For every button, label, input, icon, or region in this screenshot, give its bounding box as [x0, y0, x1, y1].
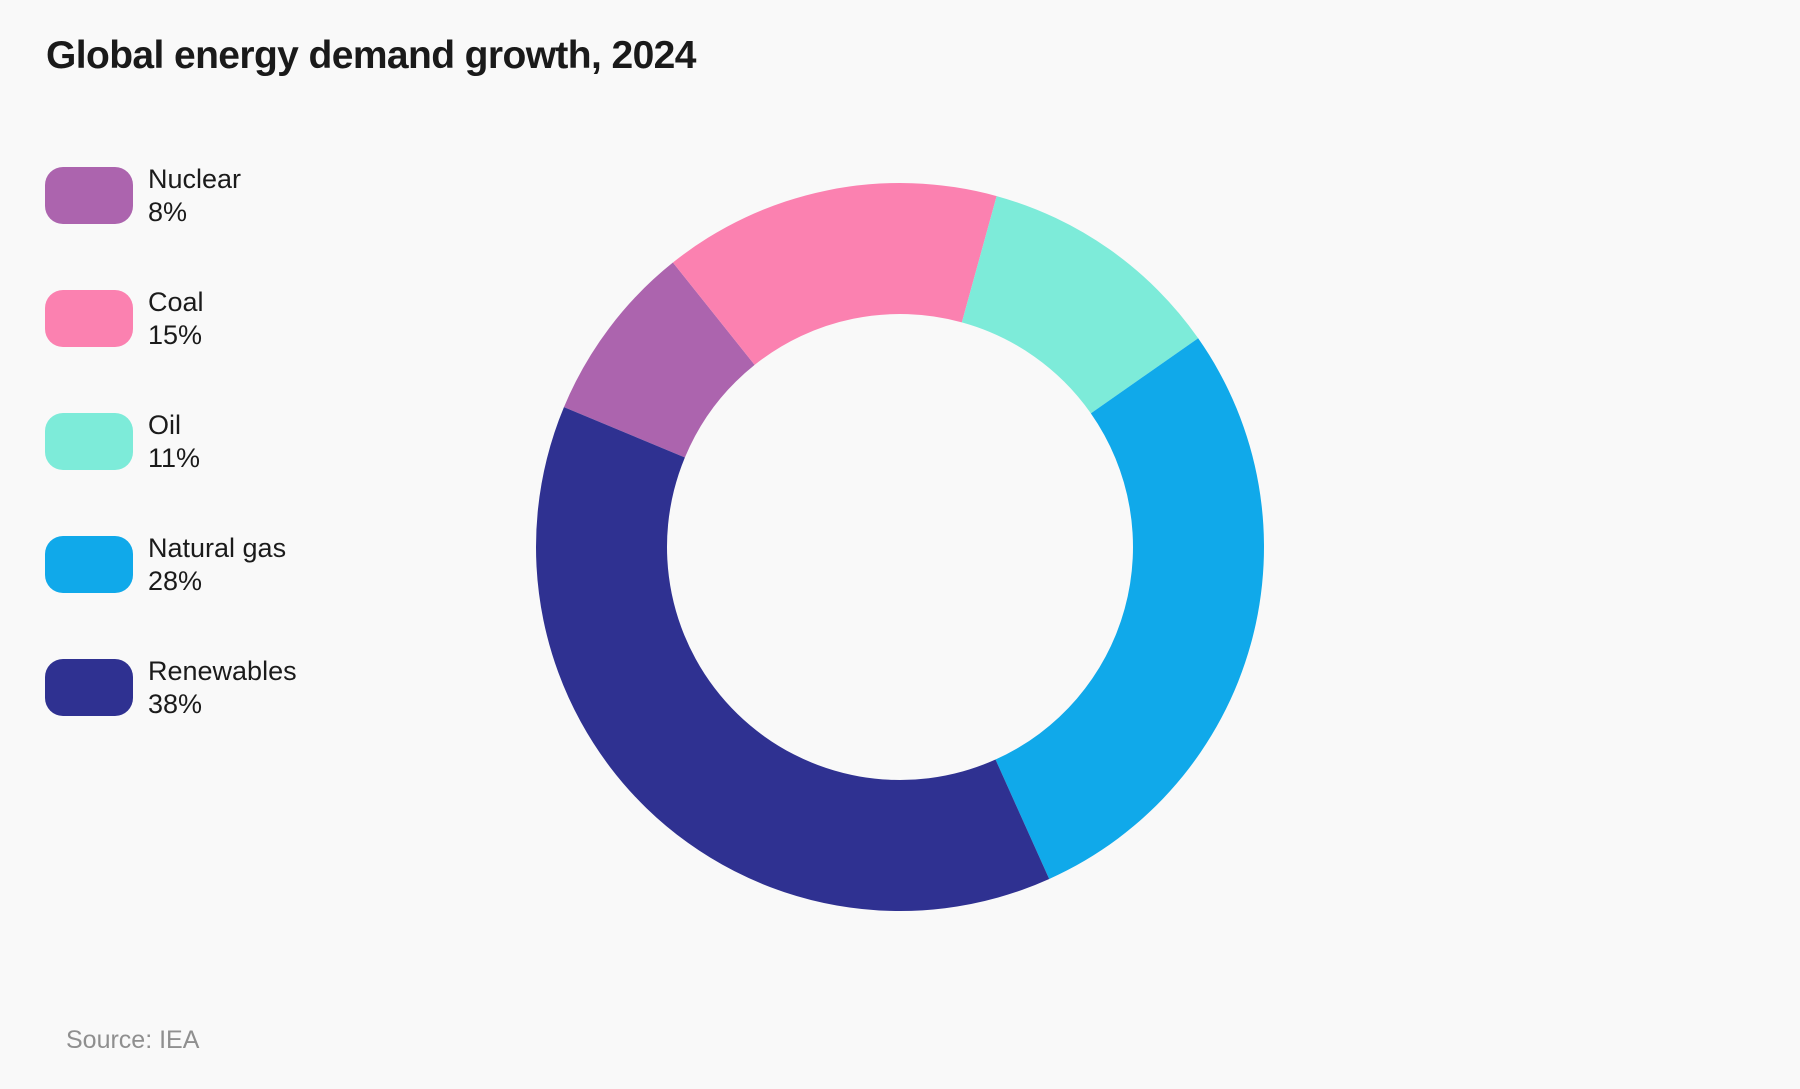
donut-segment-natural-gas: [995, 338, 1264, 880]
source-note: Source: IEA: [66, 1026, 200, 1054]
donut-segment-nuclear: [563, 262, 755, 458]
donut-chart: [520, 167, 1280, 927]
legend-item-natural-gas: Natural gas 28%: [45, 533, 297, 596]
chart-legend: Nuclear 8% Coal 15% Oil 11% Natural gas 28% Rene…: [45, 164, 297, 782]
chart-title: Global energy demand growth, 2024: [46, 34, 696, 77]
legend-text: Natural gas 28%: [148, 532, 286, 598]
legend-label: Nuclear: [148, 163, 242, 194]
legend-label: Oil: [148, 409, 181, 440]
legend-label: Renewables: [148, 655, 297, 686]
legend-text: Coal 15%: [148, 286, 204, 352]
legend-swatch-renewables: [45, 659, 133, 716]
donut-svg: [536, 183, 1264, 911]
legend-label: Natural gas: [148, 532, 287, 563]
legend-text: Oil 11%: [148, 409, 200, 475]
legend-label: Coal: [148, 286, 204, 317]
legend-item-oil: Oil 11%: [45, 410, 297, 473]
legend-value: 38%: [148, 688, 203, 719]
legend-value: 8%: [148, 196, 188, 227]
legend-item-nuclear: Nuclear 8%: [45, 164, 297, 227]
legend-item-coal: Coal 15%: [45, 287, 297, 350]
legend-swatch-natural-gas: [45, 536, 133, 593]
donut-segment-renewables: [536, 407, 1050, 911]
legend-text: Nuclear 8%: [148, 163, 241, 229]
legend-text: Renewables 38%: [148, 655, 297, 721]
legend-value: 15%: [148, 319, 203, 350]
donut-segment-oil: [961, 196, 1199, 414]
legend-swatch-coal: [45, 290, 133, 347]
legend-value: 11%: [148, 442, 201, 473]
legend-swatch-nuclear: [45, 167, 133, 224]
donut-segment-coal: [672, 183, 997, 365]
legend-item-renewables: Renewables 38%: [45, 656, 297, 719]
legend-value: 28%: [148, 565, 203, 596]
legend-swatch-oil: [45, 413, 133, 470]
